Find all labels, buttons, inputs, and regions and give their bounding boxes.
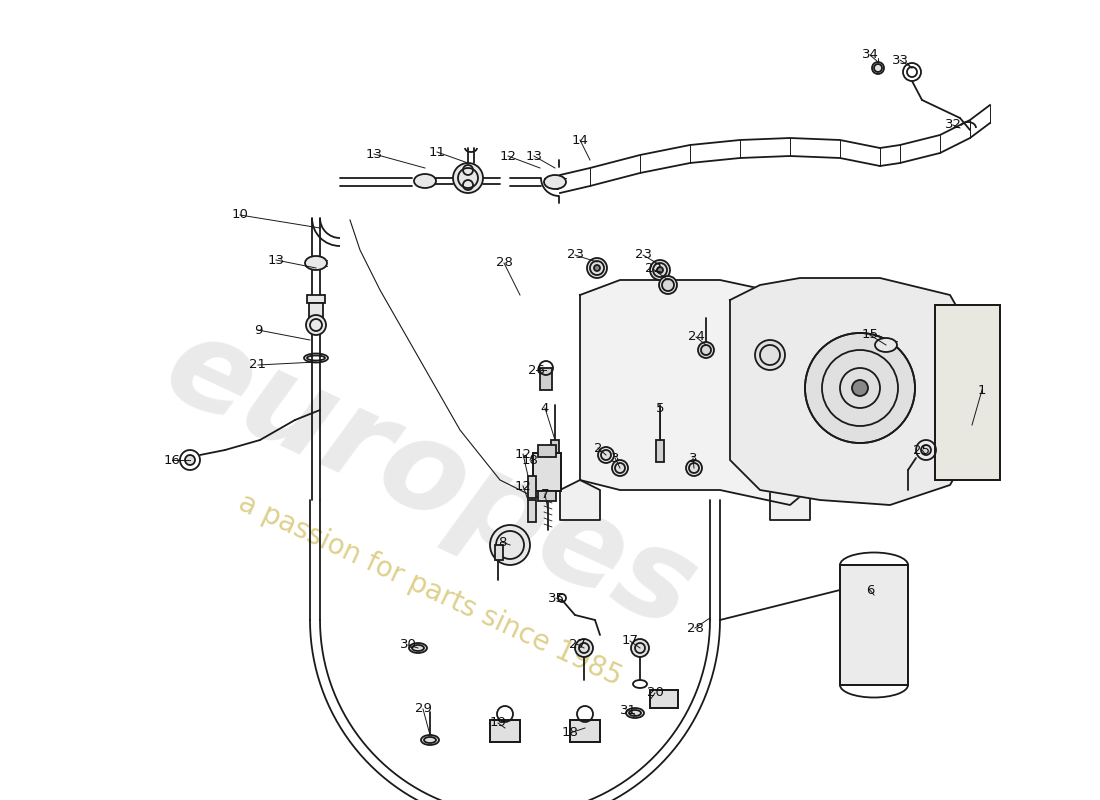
Text: 13: 13 — [267, 254, 285, 266]
Bar — [656, 440, 664, 462]
Text: 2: 2 — [594, 442, 603, 454]
Bar — [570, 720, 600, 742]
Text: 13: 13 — [365, 147, 383, 161]
Circle shape — [657, 267, 663, 273]
Bar — [490, 720, 520, 742]
Text: 35: 35 — [548, 591, 564, 605]
Ellipse shape — [421, 735, 439, 745]
Text: 9: 9 — [254, 323, 262, 337]
Circle shape — [490, 525, 530, 565]
Polygon shape — [730, 278, 970, 505]
Bar — [935, 305, 1000, 480]
Text: 12: 12 — [499, 150, 517, 162]
Bar — [309, 303, 323, 321]
Bar — [528, 500, 536, 522]
Text: 3: 3 — [610, 451, 619, 465]
Text: 15: 15 — [861, 329, 879, 342]
Text: 23: 23 — [566, 249, 583, 262]
Circle shape — [921, 445, 931, 455]
Bar — [840, 565, 907, 685]
Circle shape — [594, 265, 600, 271]
Circle shape — [453, 163, 483, 193]
Ellipse shape — [305, 256, 327, 270]
Text: 22: 22 — [645, 262, 661, 275]
Text: 31: 31 — [619, 703, 637, 717]
Text: 12: 12 — [515, 447, 531, 461]
Text: 27: 27 — [569, 638, 585, 650]
Polygon shape — [770, 480, 810, 520]
Text: 34: 34 — [861, 49, 879, 62]
Bar — [534, 453, 561, 491]
Text: 26: 26 — [528, 363, 544, 377]
Text: europes: europes — [146, 305, 714, 655]
Circle shape — [686, 460, 702, 476]
Text: 14: 14 — [572, 134, 588, 146]
Ellipse shape — [544, 175, 566, 189]
Bar — [534, 453, 561, 491]
Polygon shape — [580, 280, 820, 505]
Bar — [935, 305, 1000, 480]
Bar — [551, 440, 559, 462]
Circle shape — [631, 639, 649, 657]
Circle shape — [852, 380, 868, 396]
Ellipse shape — [626, 708, 644, 718]
Bar — [570, 720, 600, 742]
Text: 19: 19 — [490, 717, 506, 730]
Bar — [650, 690, 678, 708]
Circle shape — [612, 460, 628, 476]
Bar — [538, 491, 556, 501]
Text: 33: 33 — [891, 54, 909, 66]
Circle shape — [698, 342, 714, 358]
Bar — [307, 295, 324, 303]
Text: 3: 3 — [689, 451, 697, 465]
Text: 13: 13 — [526, 150, 542, 162]
Text: 18: 18 — [521, 454, 538, 466]
Circle shape — [306, 315, 326, 335]
Circle shape — [755, 340, 785, 370]
Text: 20: 20 — [647, 686, 663, 699]
Text: 10: 10 — [232, 209, 249, 222]
Text: 11: 11 — [429, 146, 446, 158]
Circle shape — [575, 639, 593, 657]
Text: a passion for parts since 1985: a passion for parts since 1985 — [234, 489, 626, 691]
Text: 4: 4 — [541, 402, 549, 414]
Text: 17: 17 — [621, 634, 638, 647]
Text: 25: 25 — [913, 443, 931, 457]
Text: 18: 18 — [562, 726, 579, 739]
Circle shape — [650, 260, 670, 280]
Circle shape — [805, 333, 915, 443]
Polygon shape — [560, 480, 600, 520]
Bar — [840, 565, 907, 685]
Text: 6: 6 — [866, 583, 874, 597]
Circle shape — [872, 62, 884, 74]
Bar — [528, 476, 536, 498]
Circle shape — [185, 455, 195, 465]
Ellipse shape — [874, 338, 896, 352]
Text: 28: 28 — [686, 622, 703, 634]
Circle shape — [598, 447, 614, 463]
Text: 8: 8 — [498, 535, 506, 549]
Text: 5: 5 — [656, 402, 664, 414]
Text: 23: 23 — [635, 249, 651, 262]
Text: 30: 30 — [399, 638, 417, 651]
Text: 32: 32 — [945, 118, 961, 131]
Text: 24: 24 — [688, 330, 704, 343]
Text: 1: 1 — [978, 383, 987, 397]
Ellipse shape — [414, 174, 436, 188]
Bar — [495, 545, 503, 560]
Bar — [540, 368, 552, 390]
Text: 12: 12 — [515, 479, 531, 493]
Ellipse shape — [409, 643, 427, 653]
Text: 29: 29 — [415, 702, 431, 715]
Circle shape — [659, 276, 676, 294]
Text: 28: 28 — [496, 257, 513, 270]
Bar — [538, 445, 556, 457]
Bar — [650, 690, 678, 708]
Circle shape — [587, 258, 607, 278]
Text: 21: 21 — [250, 358, 266, 371]
Text: 16: 16 — [164, 454, 180, 466]
Bar — [490, 720, 520, 742]
Text: 7: 7 — [541, 487, 549, 501]
